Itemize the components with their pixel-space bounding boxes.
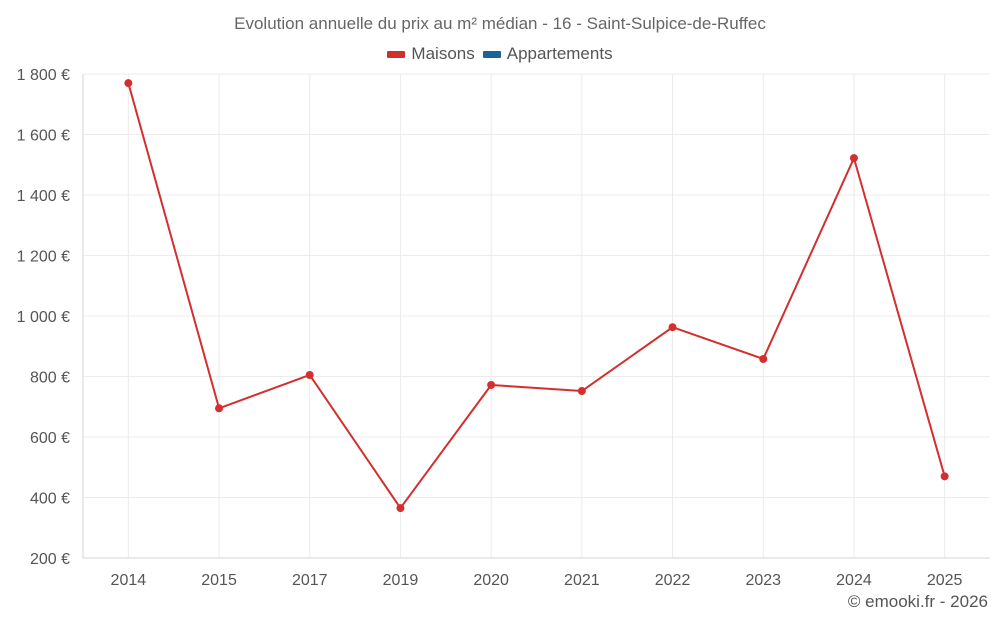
- legend: Maisons Appartements: [0, 44, 1000, 64]
- legend-label-maisons: Maisons: [411, 44, 475, 63]
- legend-item-maisons[interactable]: Maisons: [387, 44, 475, 64]
- chart-title: Evolution annuelle du prix au m² médian …: [234, 14, 766, 33]
- x-tick-label: 2021: [564, 572, 600, 589]
- legend-item-appartements[interactable]: Appartements: [482, 44, 613, 64]
- legend-swatch-maisons: [387, 50, 406, 58]
- y-tick-label: 1 800 €: [17, 67, 70, 84]
- y-tick-label: 200 €: [30, 551, 70, 568]
- y-tick-label: 1 000 €: [17, 309, 70, 326]
- x-tick-label: 2024: [836, 572, 872, 589]
- credit-text: © emooki.fr - 2026: [847, 592, 988, 611]
- y-tick-label: 400 €: [30, 491, 70, 508]
- series-line-maisons: [127, 82, 946, 510]
- y-tick-label: 1 400 €: [17, 188, 70, 205]
- data-point: [215, 404, 224, 413]
- y-tick-label: 600 €: [30, 430, 70, 447]
- y-tick-label: 1 600 €: [17, 128, 70, 145]
- x-tick-label: 2014: [111, 572, 147, 589]
- x-tick-label: 2023: [745, 572, 781, 589]
- x-tick-label: 2025: [927, 572, 963, 589]
- legend-label-appartements: Appartements: [506, 44, 613, 63]
- x-tick-label: 2020: [473, 572, 509, 589]
- data-point: [759, 354, 768, 363]
- x-tick-label: 2017: [292, 572, 328, 589]
- x-tick-label: 2022: [655, 572, 691, 589]
- data-point: [396, 504, 405, 513]
- x-tick-label: 2019: [383, 572, 419, 589]
- y-tick-label: 800 €: [30, 370, 70, 387]
- data-point: [124, 79, 133, 88]
- legend-swatch-appartements: [482, 50, 501, 58]
- y-tick-label: 1 200 €: [17, 249, 70, 266]
- data-point: [305, 370, 314, 379]
- data-point: [668, 323, 677, 332]
- data-point: [940, 472, 949, 481]
- x-tick-label: 2015: [201, 572, 237, 589]
- data-point: [487, 380, 496, 389]
- data-point: [849, 154, 858, 163]
- data-point: [577, 387, 586, 396]
